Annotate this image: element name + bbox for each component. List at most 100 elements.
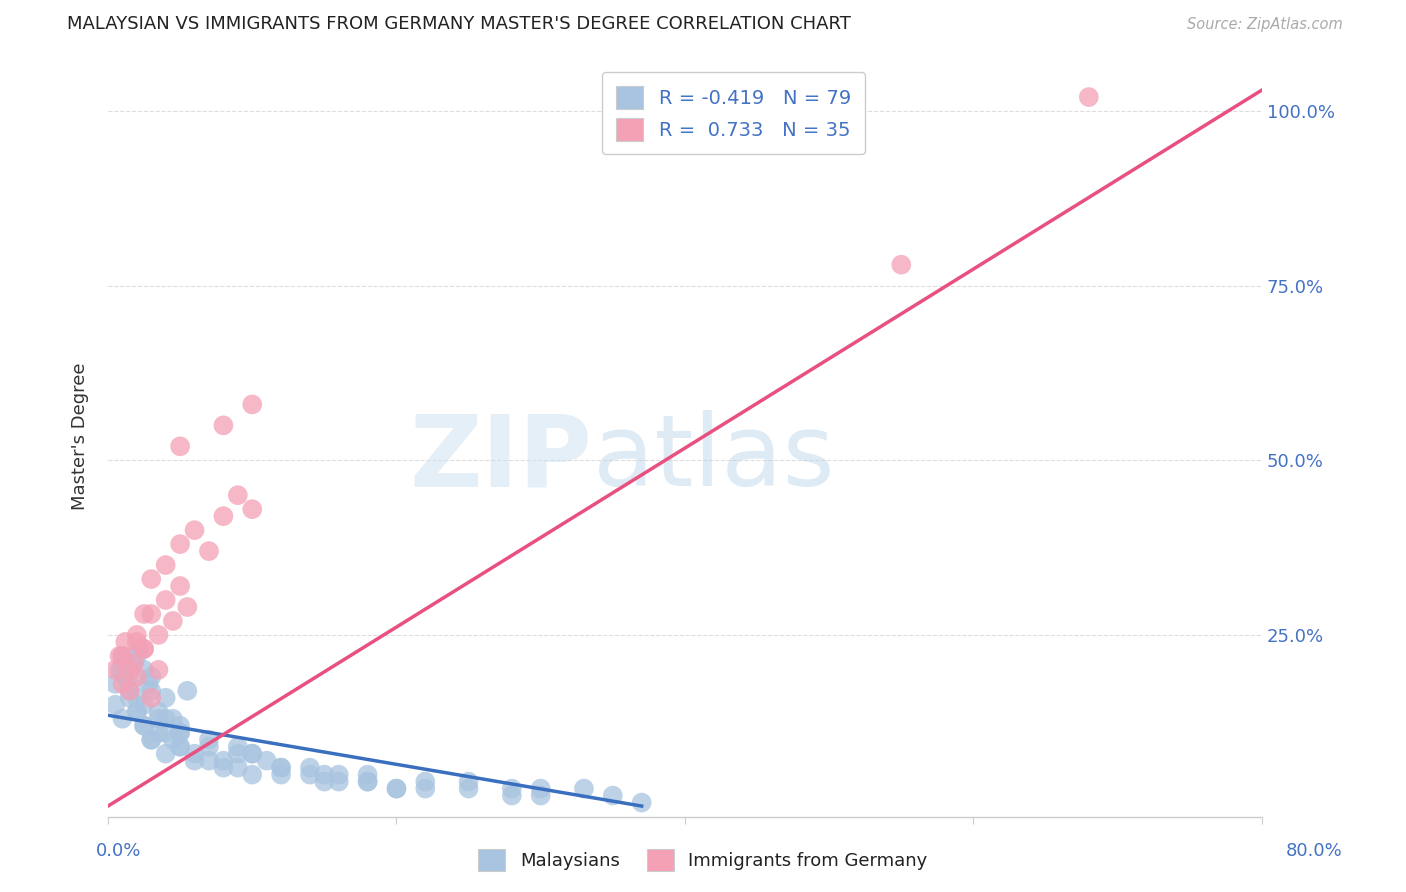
Point (169, 725, 191, 739)
Point (132, 698, 155, 712)
Point (240, 502, 263, 516)
Point (148, 663, 170, 677)
Point (256, 754, 278, 768)
Point (125, 628, 148, 642)
Point (501, 789, 523, 803)
Point (226, 747, 249, 761)
Point (212, 509, 235, 524)
Point (118, 683, 141, 698)
Point (183, 754, 205, 768)
Point (169, 439, 191, 453)
Point (141, 670, 163, 684)
Point (413, 774, 436, 789)
Point (162, 732, 184, 747)
Point (169, 739, 191, 754)
Text: 0.0%: 0.0% (96, 842, 141, 860)
Point (198, 732, 221, 747)
Legend: Malaysians, Immigrants from Germany: Malaysians, Immigrants from Germany (471, 842, 935, 879)
Point (122, 656, 145, 670)
Point (155, 725, 177, 739)
Point (141, 683, 163, 698)
Point (212, 761, 235, 775)
Point (125, 670, 148, 684)
Point (501, 781, 523, 796)
Point (132, 641, 155, 656)
Point (125, 705, 148, 719)
Point (198, 739, 221, 754)
Point (240, 397, 263, 411)
Point (155, 558, 177, 572)
Point (111, 712, 134, 726)
Point (118, 663, 141, 677)
Point (530, 781, 553, 796)
Point (314, 774, 336, 789)
Point (141, 732, 163, 747)
Point (240, 747, 263, 761)
Point (114, 670, 136, 684)
Point (356, 767, 378, 781)
Point (169, 537, 191, 551)
Point (132, 663, 155, 677)
Point (155, 593, 177, 607)
Point (176, 599, 198, 614)
Point (226, 761, 249, 775)
Point (602, 789, 624, 803)
Point (572, 781, 595, 796)
Point (114, 635, 136, 649)
Point (155, 747, 177, 761)
Point (169, 719, 191, 733)
Point (132, 719, 155, 733)
Point (148, 705, 170, 719)
Point (457, 774, 479, 789)
Point (298, 761, 321, 775)
Point (328, 767, 350, 781)
Point (122, 656, 145, 670)
Point (104, 698, 127, 712)
Point (183, 523, 205, 537)
Point (169, 725, 191, 739)
Point (111, 677, 134, 691)
Point (125, 690, 148, 705)
Point (270, 761, 292, 775)
Point (125, 648, 148, 663)
Point (226, 488, 249, 502)
Point (169, 739, 191, 754)
Point (530, 789, 553, 803)
Point (162, 614, 184, 628)
Point (138, 677, 160, 691)
Point (298, 767, 321, 781)
Point (148, 725, 170, 739)
Point (240, 767, 263, 781)
Point (890, 258, 912, 272)
Point (385, 781, 408, 796)
Text: atlas: atlas (593, 410, 834, 508)
Point (176, 683, 198, 698)
Point (132, 719, 155, 733)
Point (328, 774, 350, 789)
Point (198, 754, 221, 768)
Point (169, 579, 191, 593)
Text: ZIP: ZIP (409, 410, 593, 508)
Point (108, 648, 131, 663)
Text: 80.0%: 80.0% (1286, 842, 1343, 860)
Point (128, 641, 150, 656)
Point (118, 683, 141, 698)
Point (125, 705, 148, 719)
Y-axis label: Master's Degree: Master's Degree (72, 362, 89, 509)
Point (198, 544, 221, 558)
Point (104, 663, 127, 677)
Point (141, 607, 163, 621)
Point (148, 712, 170, 726)
Point (385, 781, 408, 796)
Point (125, 635, 148, 649)
Point (118, 690, 141, 705)
Point (104, 677, 127, 691)
Point (212, 418, 235, 433)
Point (132, 607, 155, 621)
Point (413, 781, 436, 796)
Point (132, 641, 155, 656)
Point (111, 648, 134, 663)
Point (155, 712, 177, 726)
Point (212, 754, 235, 768)
Point (148, 628, 170, 642)
